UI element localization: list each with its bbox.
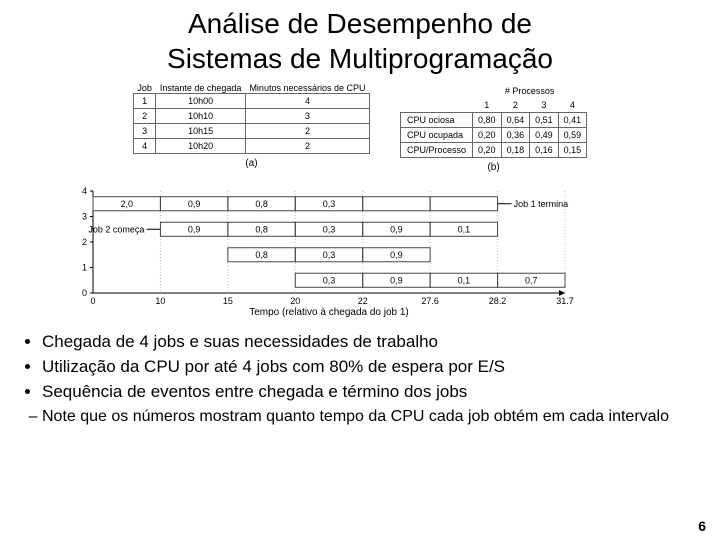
- page-number: 6: [698, 518, 706, 534]
- svg-text:0,1: 0,1: [458, 224, 471, 234]
- svg-text:Job 1 termina: Job 1 termina: [514, 199, 569, 209]
- table-cell: 0,15: [558, 143, 587, 158]
- bullet-list: Chegada de 4 jobs e suas necessidades de…: [26, 331, 720, 427]
- svg-text:0,3: 0,3: [323, 275, 336, 285]
- table-cell: 4: [133, 139, 156, 154]
- table-cell: 0,49: [530, 128, 559, 143]
- figures-row: Job Instante de chegada Minutos necessár…: [0, 84, 720, 173]
- svg-text:Tempo (relativo à chegada do j: Tempo (relativo à chegada do job 1): [249, 307, 409, 317]
- svg-text:3: 3: [82, 212, 87, 222]
- table-cell: 0,20: [473, 128, 502, 143]
- svg-text:0: 0: [90, 296, 95, 306]
- table-row: 110h004: [133, 94, 369, 109]
- svg-text:0,9: 0,9: [188, 224, 201, 234]
- svg-text:22: 22: [358, 296, 368, 306]
- table-a-caption: (a): [133, 158, 370, 169]
- table-row: CPU/Processo0,200,180,160,15: [401, 143, 587, 158]
- table-a-hdr-1: Instante de chegada: [156, 84, 246, 94]
- svg-text:0,8: 0,8: [255, 199, 268, 209]
- table-b-col-3: 4: [558, 98, 587, 113]
- table-cell: 0,18: [501, 143, 530, 158]
- table-a-hdr-0: Job: [133, 84, 156, 94]
- table-a: Job Instante de chegada Minutos necessár…: [133, 84, 370, 154]
- title-line-2: Sistemas de Multiprogramação: [167, 43, 553, 74]
- svg-text:0,3: 0,3: [323, 224, 336, 234]
- svg-text:Job 2 começa: Job 2 começa: [88, 224, 144, 234]
- table-b-col-0: 1: [473, 98, 502, 113]
- table-cell: 10h15: [156, 124, 246, 139]
- table-cell: 3: [133, 124, 156, 139]
- svg-text:28.2: 28.2: [489, 296, 507, 306]
- slide-title: Análise de Desempenho de Sistemas de Mul…: [0, 0, 720, 76]
- table-cell: 0,59: [558, 128, 587, 143]
- svg-text:20: 20: [290, 296, 300, 306]
- svg-text:2: 2: [82, 237, 87, 247]
- table-a-wrap: Job Instante de chegada Minutos necessár…: [133, 84, 370, 173]
- table-cell: 0,20: [473, 143, 502, 158]
- table-cell: 2: [245, 139, 369, 154]
- table-b-caption: (b): [400, 162, 587, 173]
- table-cell: 0,36: [501, 128, 530, 143]
- svg-text:0,1: 0,1: [458, 275, 471, 285]
- table-row-label: CPU ociosa: [401, 113, 473, 128]
- table-a-hdr-2: Minutos necessários de CPU: [245, 84, 369, 94]
- table-cell: 10h20: [156, 139, 246, 154]
- table-cell: 10h00: [156, 94, 246, 109]
- table-row: 310h152: [133, 124, 369, 139]
- svg-text:0,9: 0,9: [390, 224, 403, 234]
- table-cell: 0,51: [530, 113, 559, 128]
- table-row-label: CPU ocupada: [401, 128, 473, 143]
- table-cell: 1: [133, 94, 156, 109]
- table-b: # Processos 1 2 3 4 CPU ociosa0,800,640,…: [400, 84, 587, 158]
- svg-text:0,9: 0,9: [390, 250, 403, 260]
- table-cell: 2: [245, 124, 369, 139]
- svg-text:15: 15: [223, 296, 233, 306]
- table-cell: 2: [133, 109, 156, 124]
- svg-text:4: 4: [82, 187, 87, 196]
- svg-text:0,3: 0,3: [323, 250, 336, 260]
- timeline-chart: 0 1 2 3 4 0 10 15 20 22 27.6 28.2 31.7 Tempo (relativ…: [65, 187, 655, 317]
- table-cell: 0,80: [473, 113, 502, 128]
- svg-text:0,8: 0,8: [255, 250, 268, 260]
- table-row: CPU ocupada0,200,360,490,59: [401, 128, 587, 143]
- svg-text:0,7: 0,7: [525, 275, 538, 285]
- svg-text:27.6: 27.6: [421, 296, 439, 306]
- table-cell: 0,41: [558, 113, 587, 128]
- table-b-superheader: # Processos: [473, 84, 587, 98]
- svg-text:10: 10: [155, 296, 165, 306]
- svg-text:31.7: 31.7: [556, 296, 574, 306]
- sub-bullet: Note que os números mostram quanto tempo…: [42, 406, 720, 428]
- svg-text:1: 1: [82, 263, 87, 273]
- title-line-1: Análise de Desempenho de: [188, 8, 532, 39]
- table-cell: 0,16: [530, 143, 559, 158]
- svg-text:2,0: 2,0: [120, 199, 133, 209]
- table-cell: 10h10: [156, 109, 246, 124]
- svg-text:0,9: 0,9: [390, 275, 403, 285]
- table-cell: 0,64: [501, 113, 530, 128]
- table-row: CPU ociosa0,800,640,510,41: [401, 113, 587, 128]
- table-cell: 3: [245, 109, 369, 124]
- svg-text:0,8: 0,8: [255, 224, 268, 234]
- table-row-label: CPU/Processo: [401, 143, 473, 158]
- table-b-col-1: 2: [501, 98, 530, 113]
- table-b-wrap: # Processos 1 2 3 4 CPU ociosa0,800,640,…: [400, 84, 587, 173]
- svg-text:0: 0: [82, 288, 87, 298]
- bullet-0: Chegada de 4 jobs e suas necessidades de…: [42, 331, 720, 354]
- svg-text:0,9: 0,9: [188, 199, 201, 209]
- table-row: 410h202: [133, 139, 369, 154]
- bullet-2: Sequência de eventos entre chegada e tér…: [42, 381, 720, 404]
- table-cell: 4: [245, 94, 369, 109]
- table-b-col-2: 3: [530, 98, 559, 113]
- bullet-1: Utilização da CPU por até 4 jobs com 80%…: [42, 356, 720, 379]
- svg-text:0,3: 0,3: [323, 199, 336, 209]
- table-row: 210h103: [133, 109, 369, 124]
